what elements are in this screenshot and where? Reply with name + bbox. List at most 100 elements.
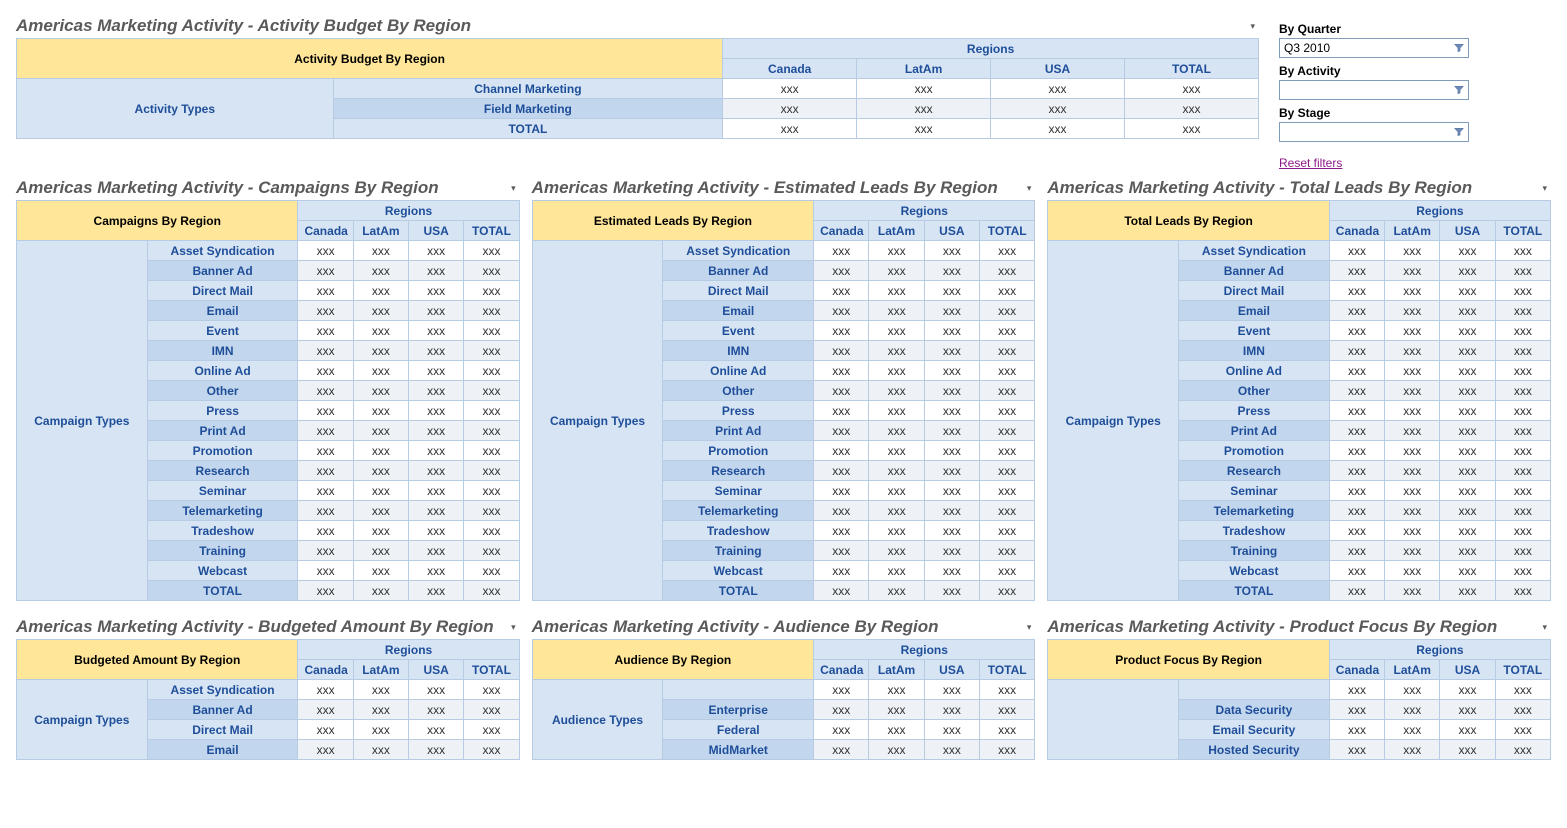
by-activity-label: By Activity <box>1279 64 1543 78</box>
pivot-data-cell: xxx <box>464 341 519 361</box>
pivot-data-cell: xxx <box>298 561 353 581</box>
pivot-regions-group: Regions <box>298 201 519 221</box>
pivot-data-cell: xxx <box>464 361 519 381</box>
pivot-data-cell: xxx <box>869 501 924 521</box>
pivot-data-cell: xxx <box>1440 481 1495 501</box>
pivot-data-cell: xxx <box>353 700 408 720</box>
pivot-data-cell: xxx <box>979 281 1034 301</box>
pivot-row-header: Channel Marketing <box>333 79 723 99</box>
total-leads-menu-icon[interactable]: ▾ <box>1538 183 1551 194</box>
pivot-data-cell: xxx <box>924 301 979 321</box>
product-focus-menu-icon[interactable]: ▾ <box>1538 622 1551 633</box>
pivot-data-cell: xxx <box>298 401 353 421</box>
pivot-region-header: LatAm <box>1385 221 1440 241</box>
pivot-data-cell: xxx <box>1329 740 1384 760</box>
audience-menu-icon[interactable]: ▾ <box>1023 622 1036 633</box>
pivot-data-cell: xxx <box>979 740 1034 760</box>
pivot-data-cell: xxx <box>1385 481 1440 501</box>
budgeted-menu-icon[interactable]: ▾ <box>507 622 520 633</box>
pivot-data-cell: xxx <box>409 501 464 521</box>
pivot-data-cell: xxx <box>869 261 924 281</box>
pivot-row-header: TOTAL <box>1179 581 1330 601</box>
pivot-data-cell: xxx <box>1124 119 1258 139</box>
campaigns-menu-icon[interactable]: ▾ <box>507 183 520 194</box>
pivot-data-cell: xxx <box>979 541 1034 561</box>
pivot-row-header: Banner Ad <box>147 700 298 720</box>
pivot-row-header: Email <box>663 301 814 321</box>
pivot-data-cell: xxx <box>353 581 408 601</box>
pivot-data-cell: xxx <box>814 680 869 700</box>
pivot-region-header: TOTAL <box>464 660 519 680</box>
pivot-data-cell: xxx <box>1329 321 1384 341</box>
pivot-data-cell: xxx <box>814 421 869 441</box>
pivot-data-cell: xxx <box>814 481 869 501</box>
pivot-data-cell: xxx <box>409 301 464 321</box>
pivot-row-header: Banner Ad <box>147 261 298 281</box>
est-leads-menu-icon[interactable]: ▾ <box>1023 183 1036 194</box>
pivot-data-cell: xxx <box>1385 381 1440 401</box>
by-stage-input[interactable] <box>1279 122 1469 142</box>
pivot-row-header <box>663 680 814 700</box>
by-quarter-input[interactable] <box>1279 38 1469 58</box>
by-activity-input[interactable] <box>1279 80 1469 100</box>
pivot-corner: Total Leads By Region <box>1048 201 1329 241</box>
pivot-data-cell: xxx <box>1440 581 1495 601</box>
budgeted-title: Americas Marketing Activity - Budgeted A… <box>16 617 494 637</box>
pivot-data-cell: xxx <box>1495 481 1550 501</box>
pivot-region-header: Canada <box>814 660 869 680</box>
pivot-data-cell: xxx <box>1385 421 1440 441</box>
pivot-data-cell: xxx <box>298 700 353 720</box>
pivot-data-cell: xxx <box>1440 680 1495 700</box>
pivot-data-cell: xxx <box>1329 720 1384 740</box>
pivot-data-cell: xxx <box>1495 401 1550 421</box>
pivot-data-cell: xxx <box>924 241 979 261</box>
pivot-data-cell: xxx <box>869 361 924 381</box>
pivot-row-header: Tradeshow <box>147 521 298 541</box>
pivot-data-cell: xxx <box>353 501 408 521</box>
pivot-region-header: Canada <box>723 59 857 79</box>
pivot-data-cell: xxx <box>814 361 869 381</box>
pivot-data-cell: xxx <box>924 281 979 301</box>
pivot-data-cell: xxx <box>409 521 464 541</box>
pivot-row-header: Seminar <box>147 481 298 501</box>
pivot-data-cell: xxx <box>409 261 464 281</box>
pivot-data-cell: xxx <box>924 700 979 720</box>
pivot-data-cell: xxx <box>924 541 979 561</box>
pivot-data-cell: xxx <box>1440 341 1495 361</box>
pivot-data-cell: xxx <box>409 381 464 401</box>
pivot-region-header: USA <box>1440 660 1495 680</box>
by-quarter-filter-icon[interactable] <box>1451 40 1467 56</box>
pivot-data-cell: xxx <box>1329 581 1384 601</box>
pivot-corner: Audience By Region <box>532 640 813 680</box>
pivot-row-header: Online Ad <box>663 361 814 381</box>
total-leads-title: Americas Marketing Activity - Total Lead… <box>1047 178 1472 198</box>
by-stage-filter-icon[interactable] <box>1451 124 1467 140</box>
reset-filters-link[interactable]: Reset filters <box>1279 156 1342 170</box>
pivot-data-cell: xxx <box>353 461 408 481</box>
pivot-row-header: Other <box>147 381 298 401</box>
pivot-row-header: Telemarketing <box>1179 501 1330 521</box>
pivot-row-header: Research <box>1179 461 1330 481</box>
pivot-data-cell: xxx <box>924 740 979 760</box>
pivot-data-cell: xxx <box>814 521 869 541</box>
pivot-data-cell: xxx <box>464 581 519 601</box>
pivot-data-cell: xxx <box>869 680 924 700</box>
activity-budget-menu-icon[interactable]: ▾ <box>1246 21 1259 32</box>
pivot-data-cell: xxx <box>979 700 1034 720</box>
pivot-data-cell: xxx <box>979 461 1034 481</box>
pivot-data-cell: xxx <box>924 361 979 381</box>
pivot-data-cell: xxx <box>814 501 869 521</box>
pivot-data-cell: xxx <box>1329 680 1384 700</box>
pivot-row-header: Other <box>1179 381 1330 401</box>
pivot-data-cell: xxx <box>814 301 869 321</box>
pivot-region-header: USA <box>409 660 464 680</box>
by-activity-filter-icon[interactable] <box>1451 82 1467 98</box>
pivot-row-header: Direct Mail <box>663 281 814 301</box>
pivot-data-cell: xxx <box>1440 261 1495 281</box>
pivot-data-cell: xxx <box>979 680 1034 700</box>
pivot-data-cell: xxx <box>979 720 1034 740</box>
pivot-data-cell: xxx <box>409 680 464 700</box>
pivot-row-header: MidMarket <box>663 740 814 760</box>
pivot-data-cell: xxx <box>409 481 464 501</box>
pivot-data-cell: xxx <box>869 241 924 261</box>
